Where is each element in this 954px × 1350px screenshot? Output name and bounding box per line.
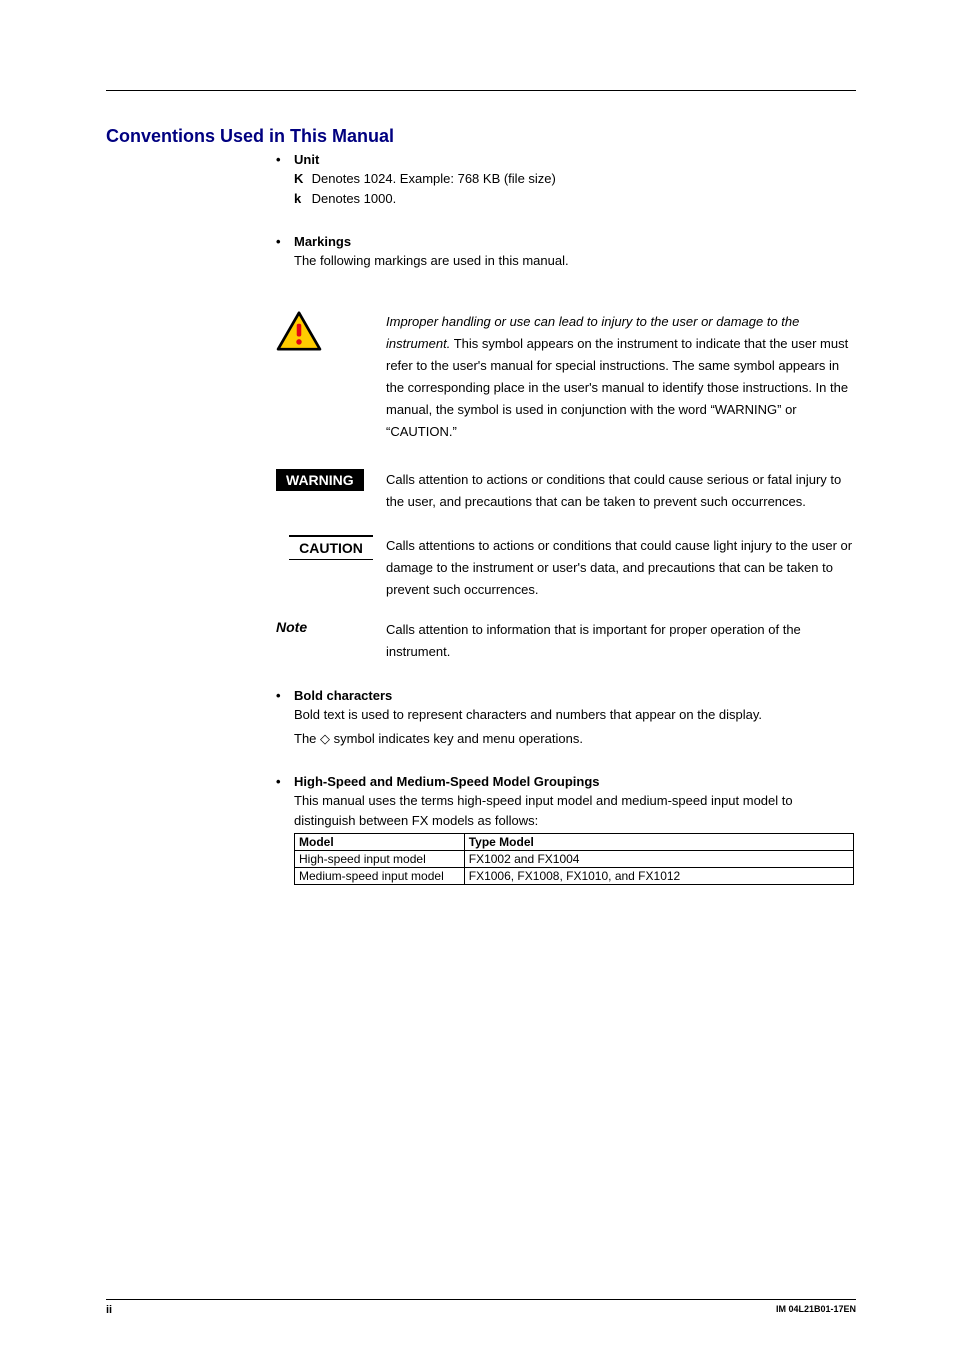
unit-heading: Unit xyxy=(294,151,319,169)
models-heading: High-Speed and Medium-Speed Model Groupi… xyxy=(294,773,600,791)
models-heading-row: • High-Speed and Medium-Speed Model Grou… xyxy=(276,773,856,791)
bold-line2-post: symbol indicates key and menu operations… xyxy=(330,731,583,746)
unit-K-line: K Denotes 1024. Example: 768 KB (file si… xyxy=(294,169,856,189)
content-block: • Unit K Denotes 1024. Example: 768 KB (… xyxy=(276,151,856,885)
markings-intro: The following markings are used in this … xyxy=(294,251,856,271)
caution-label-wrap: CAUTION xyxy=(276,535,386,560)
table-header-row: Model Type Model xyxy=(295,834,854,851)
markings-heading: Markings xyxy=(294,233,351,251)
bold-line2: The ◇ symbol indicates key and menu oper… xyxy=(294,729,856,749)
table-cell: FX1002 and FX1004 xyxy=(464,851,853,868)
triangle-rest: This symbol appears on the instrument to… xyxy=(386,336,848,439)
bold-line2-pre: The xyxy=(294,731,320,746)
bold-heading-row: • Bold characters xyxy=(276,687,856,705)
bold-line1: Bold text is used to represent character… xyxy=(294,705,856,725)
note-callout: Note Calls attention to information that… xyxy=(276,619,856,663)
page-content: Conventions Used in This Manual • Unit K… xyxy=(106,90,856,885)
warning-text: Calls attention to actions or conditions… xyxy=(386,469,856,513)
caution-label: CAUTION xyxy=(289,535,373,560)
caution-text: Calls attentions to actions or condition… xyxy=(386,535,856,601)
bullet: • xyxy=(276,151,294,169)
warning-label: WARNING xyxy=(276,469,364,491)
note-text: Calls attention to information that is i… xyxy=(386,619,856,663)
table-cell: FX1006, FX1008, FX1010, and FX1012 xyxy=(464,868,853,885)
document-id: IM 04L21B01-17EN xyxy=(776,1304,856,1316)
models-table: Model Type Model High-speed input model … xyxy=(294,833,854,885)
table-row: High-speed input model FX1002 and FX1004 xyxy=(295,851,854,868)
unit-heading-row: • Unit xyxy=(276,151,856,169)
unit-k-text: Denotes 1000. xyxy=(312,191,397,206)
triangle-text: Improper handling or use can lead to inj… xyxy=(386,311,856,443)
caution-callout: CAUTION Calls attentions to actions or c… xyxy=(276,535,856,601)
table-header-cell: Model xyxy=(295,834,465,851)
note-label-wrap: Note xyxy=(276,619,386,637)
unit-body: K Denotes 1024. Example: 768 KB (file si… xyxy=(294,169,856,209)
models-intro: This manual uses the terms high-speed in… xyxy=(294,791,856,831)
warning-label-wrap: WARNING xyxy=(276,469,386,491)
note-label: Note xyxy=(276,617,307,635)
diamond-symbol: ◇ xyxy=(320,731,330,746)
unit-K-key: K xyxy=(294,169,308,189)
warning-triangle-icon xyxy=(276,311,386,356)
bullet: • xyxy=(276,773,294,791)
table-header-cell: Type Model xyxy=(464,834,853,851)
page-number: ii xyxy=(106,1304,112,1316)
unit-k-line: k Denotes 1000. xyxy=(294,189,856,209)
bullet: • xyxy=(276,687,294,705)
bullet: • xyxy=(276,233,294,251)
section-title: Conventions Used in This Manual xyxy=(106,126,856,147)
table-row: Medium-speed input model FX1006, FX1008,… xyxy=(295,868,854,885)
table-cell: Medium-speed input model xyxy=(295,868,465,885)
markings-heading-row: • Markings xyxy=(276,233,856,251)
warning-callout: WARNING Calls attention to actions or co… xyxy=(276,469,856,513)
page-footer: ii IM 04L21B01-17EN xyxy=(106,1299,856,1316)
table-cell: High-speed input model xyxy=(295,851,465,868)
unit-k-key: k xyxy=(294,189,308,209)
triangle-callout: Improper handling or use can lead to inj… xyxy=(276,311,856,443)
bold-heading: Bold characters xyxy=(294,687,392,705)
unit-K-text: Denotes 1024. Example: 768 KB (file size… xyxy=(312,171,556,186)
